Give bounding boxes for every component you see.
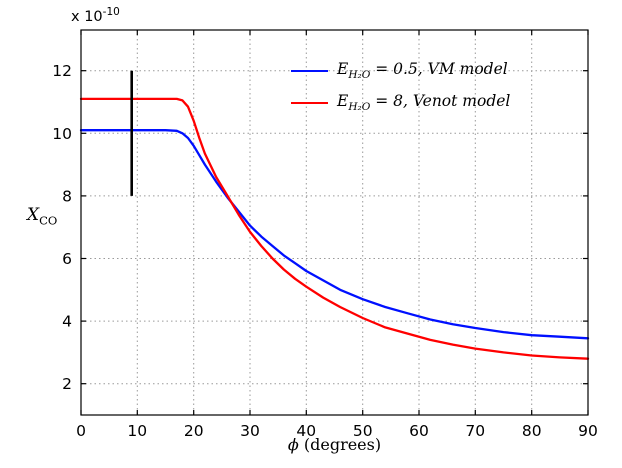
legend-subscript: H₂O — [348, 101, 371, 114]
x-tick-label: 10 — [127, 422, 147, 440]
exponent-value: -10 — [102, 6, 120, 18]
legend-label: EH₂O = 8, Venot model — [337, 92, 510, 113]
x-tick-label: 40 — [296, 422, 316, 440]
legend-text: = 0.5, VM model — [370, 60, 508, 79]
x-tick-label: 90 — [578, 422, 598, 440]
legend: EH₂O = 0.5, VM model EH₂O = 8, Venot mod… — [291, 60, 510, 114]
y-axis-label-subscript: CO — [39, 213, 58, 228]
axes-box — [80, 29, 589, 416]
y-axis-exponent-label: x 10-10 — [71, 6, 120, 25]
x-axis-label-symbol: ϕ — [287, 435, 299, 454]
legend-entry: EH₂O = 8, Venot model — [291, 92, 510, 114]
legend-entry: EH₂O = 0.5, VM model — [291, 60, 510, 82]
legend-subscript: H₂O — [348, 69, 371, 82]
legend-line-sample-blue — [291, 70, 328, 72]
y-tick-label: 12 — [52, 62, 72, 80]
x-tick-label: 0 — [76, 422, 86, 440]
x-tick-label: 80 — [522, 422, 542, 440]
y-axis-label-symbol: X — [27, 205, 40, 225]
x-axis-label-text: (degrees) — [298, 435, 382, 454]
y-tick-label: 6 — [62, 250, 72, 268]
y-tick-label: 4 — [62, 313, 72, 331]
legend-label: EH₂O = 0.5, VM model — [337, 60, 508, 81]
legend-var: E — [337, 60, 349, 79]
x-tick-label: 30 — [240, 422, 260, 440]
y-tick-label: 8 — [62, 187, 72, 205]
exponent-prefix: x 10 — [71, 8, 103, 25]
y-tick-label: 10 — [52, 125, 72, 143]
x-tick-label: 20 — [184, 422, 204, 440]
y-axis-label: XCO — [27, 205, 57, 227]
legend-var: E — [337, 92, 349, 111]
legend-text: = 8, Venot model — [370, 92, 511, 111]
series-line — [79, 97, 590, 360]
x-axis-label: ϕ (degrees) — [81, 435, 588, 454]
series-line — [79, 129, 590, 340]
y-tick-label: 2 — [62, 375, 72, 393]
legend-line-sample-red — [291, 102, 328, 104]
x-tick-label: 60 — [409, 422, 429, 440]
x-tick-label: 70 — [465, 422, 485, 440]
x-tick-label: 50 — [353, 422, 373, 440]
